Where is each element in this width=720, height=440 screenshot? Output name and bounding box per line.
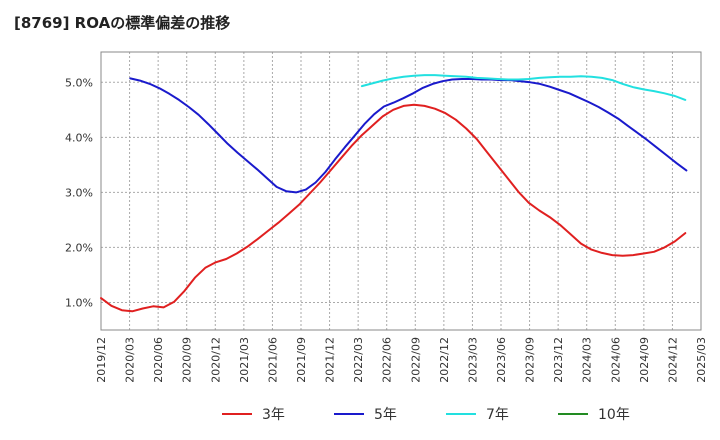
x-tick-label: 2020/12 <box>209 337 222 383</box>
x-tick-label: 2023/03 <box>466 337 479 383</box>
x-tick-label: 2024/03 <box>581 337 594 383</box>
x-tick-label: 2021/03 <box>238 337 251 383</box>
x-tick-label: 2022/06 <box>381 337 394 383</box>
y-tick-label: 3.0% <box>65 186 93 199</box>
x-tick-label: 2021/09 <box>295 337 308 383</box>
legend: 3年 5年 7年 10年 <box>222 407 630 423</box>
x-tick-label: 2023/09 <box>524 337 537 383</box>
legend-label: 3年 <box>262 407 285 423</box>
x-tick-label: 2023/12 <box>552 337 565 383</box>
x-tick-label: 2022/03 <box>352 337 365 383</box>
series-line-3年 <box>100 103 687 313</box>
x-tick-label: 2022/09 <box>409 337 422 383</box>
y-axis: 1.0% 2.0% 3.0% 4.0% 5.0% <box>65 76 93 309</box>
legend-label: 5年 <box>374 407 397 423</box>
x-tick-label: 2024/09 <box>638 337 651 383</box>
series-line-5年 <box>129 77 688 194</box>
x-tick-label: 2020/06 <box>152 337 165 383</box>
grid-lines <box>100 52 702 330</box>
legend-label: 7年 <box>486 407 509 423</box>
plot-area <box>100 51 702 331</box>
x-tick-label: 2024/06 <box>609 337 622 383</box>
series-line-7年 <box>360 74 687 101</box>
x-tick-label: 2021/12 <box>324 337 337 383</box>
series-lines <box>100 74 688 313</box>
y-tick-label: 5.0% <box>65 76 93 89</box>
y-tick-label: 4.0% <box>65 131 93 144</box>
x-tick-label: 2019/12 <box>95 337 108 383</box>
x-tick-label: 2023/06 <box>495 337 508 383</box>
legend-label: 10年 <box>598 407 630 423</box>
chart-title: [8769] ROAの標準偏差の推移 <box>14 14 231 32</box>
x-tick-label: 2020/03 <box>124 337 137 383</box>
x-tick-label: 2021/06 <box>266 337 279 383</box>
x-tick-label: 2024/12 <box>666 337 679 383</box>
y-tick-label: 2.0% <box>65 241 93 254</box>
x-tick-label: 2025/03 <box>695 337 708 383</box>
x-tick-label: 2020/09 <box>181 337 194 383</box>
x-tick-label: 2022/12 <box>438 337 451 383</box>
x-axis: 2019/12 2020/03 2020/06 2020/09 2020/12 2021/… <box>95 337 708 383</box>
y-tick-label: 1.0% <box>65 296 93 309</box>
